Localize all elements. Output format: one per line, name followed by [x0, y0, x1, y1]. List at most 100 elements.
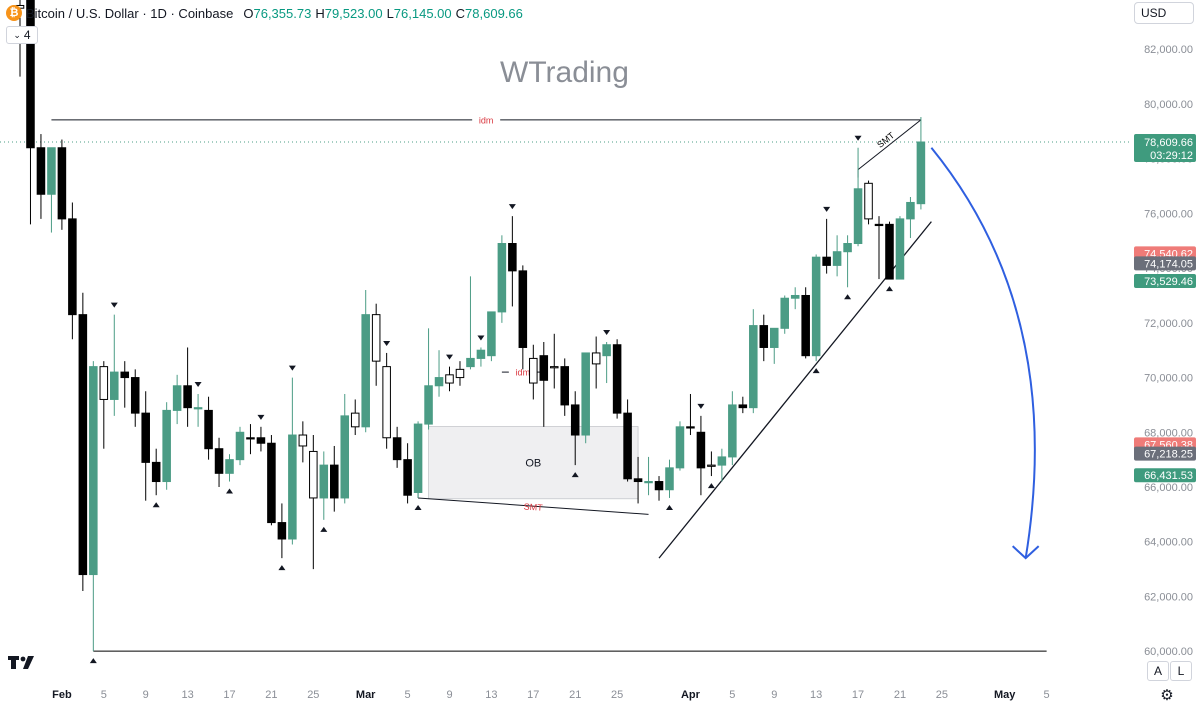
candle	[78, 292, 88, 591]
candle	[298, 421, 308, 463]
idm-label: idm	[479, 115, 494, 125]
candle-body	[549, 366, 559, 369]
candle-body	[811, 256, 821, 357]
price-badge	[1134, 256, 1196, 271]
candle	[780, 295, 789, 334]
y-tick-label: 72,000.00	[1144, 318, 1193, 330]
y-tick-label: 62,000.00	[1144, 591, 1193, 603]
y-tick-label: 68,000.00	[1144, 427, 1193, 439]
y-tick-label: 70,000.00	[1144, 373, 1193, 385]
candle-body	[361, 314, 370, 428]
candle	[288, 377, 297, 545]
ob-zone-label: OB	[525, 458, 541, 470]
candle-body	[780, 297, 789, 329]
candle	[728, 391, 737, 466]
candle	[853, 147, 863, 247]
candle-body	[916, 141, 926, 205]
auto-scale-button[interactable]: A	[1147, 661, 1169, 681]
candle-body	[89, 366, 98, 576]
candle-body	[874, 223, 884, 227]
symbol-title[interactable]: Bitcoin / U.S. Dollar · 1D · Coinbase	[26, 5, 234, 21]
close-value: 78,609.66	[465, 5, 523, 21]
currency-selector[interactable]: USD	[1134, 2, 1194, 24]
candle-body	[801, 294, 810, 357]
candle-body	[151, 461, 161, 483]
x-tick-label: 17	[527, 689, 539, 701]
candle-body	[717, 456, 727, 466]
candle	[57, 139, 67, 230]
candle	[371, 303, 381, 386]
candle	[319, 451, 329, 520]
smt-label: SMT	[523, 501, 543, 512]
candle-body	[99, 366, 109, 400]
candle-body	[340, 415, 350, 499]
open-label: O	[243, 5, 254, 21]
high-label: H	[315, 5, 325, 21]
candle	[235, 426, 245, 466]
y-tick-label: 82,000.00	[1144, 44, 1193, 56]
swing-high-marker	[194, 381, 202, 387]
x-tick-label: May	[994, 689, 1016, 701]
gear-icon[interactable]: ⚙	[1160, 687, 1174, 704]
candle	[256, 426, 266, 452]
candle	[476, 347, 486, 367]
candle-body	[633, 478, 643, 483]
candle	[403, 443, 412, 504]
swing-low-marker	[89, 658, 97, 664]
x-tick-label: 13	[485, 689, 497, 701]
candle-body	[141, 412, 150, 463]
candle-body	[738, 404, 748, 409]
low-value: 76,145.00	[393, 5, 452, 21]
candle-body	[675, 426, 685, 469]
candle	[518, 265, 528, 370]
candle	[822, 218, 831, 274]
candle	[487, 311, 496, 362]
ob-zone	[428, 426, 639, 500]
candle-body	[591, 352, 601, 365]
auto-scale-label: A	[1153, 664, 1162, 678]
candle	[602, 342, 611, 384]
candle-body	[843, 243, 852, 253]
swing-high-marker	[854, 135, 862, 141]
candle	[790, 287, 800, 310]
price-badge-label: 66,431.53	[1144, 470, 1193, 482]
candle	[769, 327, 779, 364]
y-tick-label: 76,000.00	[1144, 208, 1193, 220]
candle	[749, 309, 758, 414]
candle-body	[78, 314, 88, 576]
candle-body	[581, 352, 590, 436]
candle	[277, 503, 287, 559]
price-badge-label: 74,174.05	[1144, 258, 1193, 270]
candle	[570, 391, 580, 466]
candle	[99, 361, 109, 449]
candle	[633, 456, 643, 504]
low-label: L	[386, 5, 394, 21]
log-scale-button[interactable]: L	[1170, 661, 1192, 681]
candle	[466, 276, 475, 370]
candle	[508, 216, 517, 307]
candle	[110, 314, 119, 416]
indicators-toggle[interactable]: ⌄ 4	[6, 26, 38, 44]
candle	[581, 352, 590, 444]
swing-low-marker	[812, 368, 820, 374]
candle-body	[162, 409, 171, 483]
candle-body	[749, 325, 758, 409]
chevron-down-icon: ⌄	[13, 29, 21, 40]
candle	[529, 344, 538, 400]
candle-body	[330, 464, 339, 499]
swing-high-marker	[288, 365, 296, 371]
swing-high-marker	[110, 302, 118, 308]
candle-body	[413, 423, 423, 493]
x-tick-label: 25	[307, 689, 319, 701]
x-tick-label: 21	[265, 689, 277, 701]
candle-body	[130, 377, 140, 414]
swing-low-marker	[665, 504, 673, 510]
candle	[330, 445, 339, 512]
candle-body	[319, 464, 329, 499]
y-tick-label: 66,000.00	[1144, 482, 1193, 494]
swing-high-marker	[446, 354, 454, 360]
candle-body	[832, 251, 842, 266]
price-badge-label: 73,529.46	[1144, 276, 1193, 288]
candle-body	[654, 481, 664, 491]
